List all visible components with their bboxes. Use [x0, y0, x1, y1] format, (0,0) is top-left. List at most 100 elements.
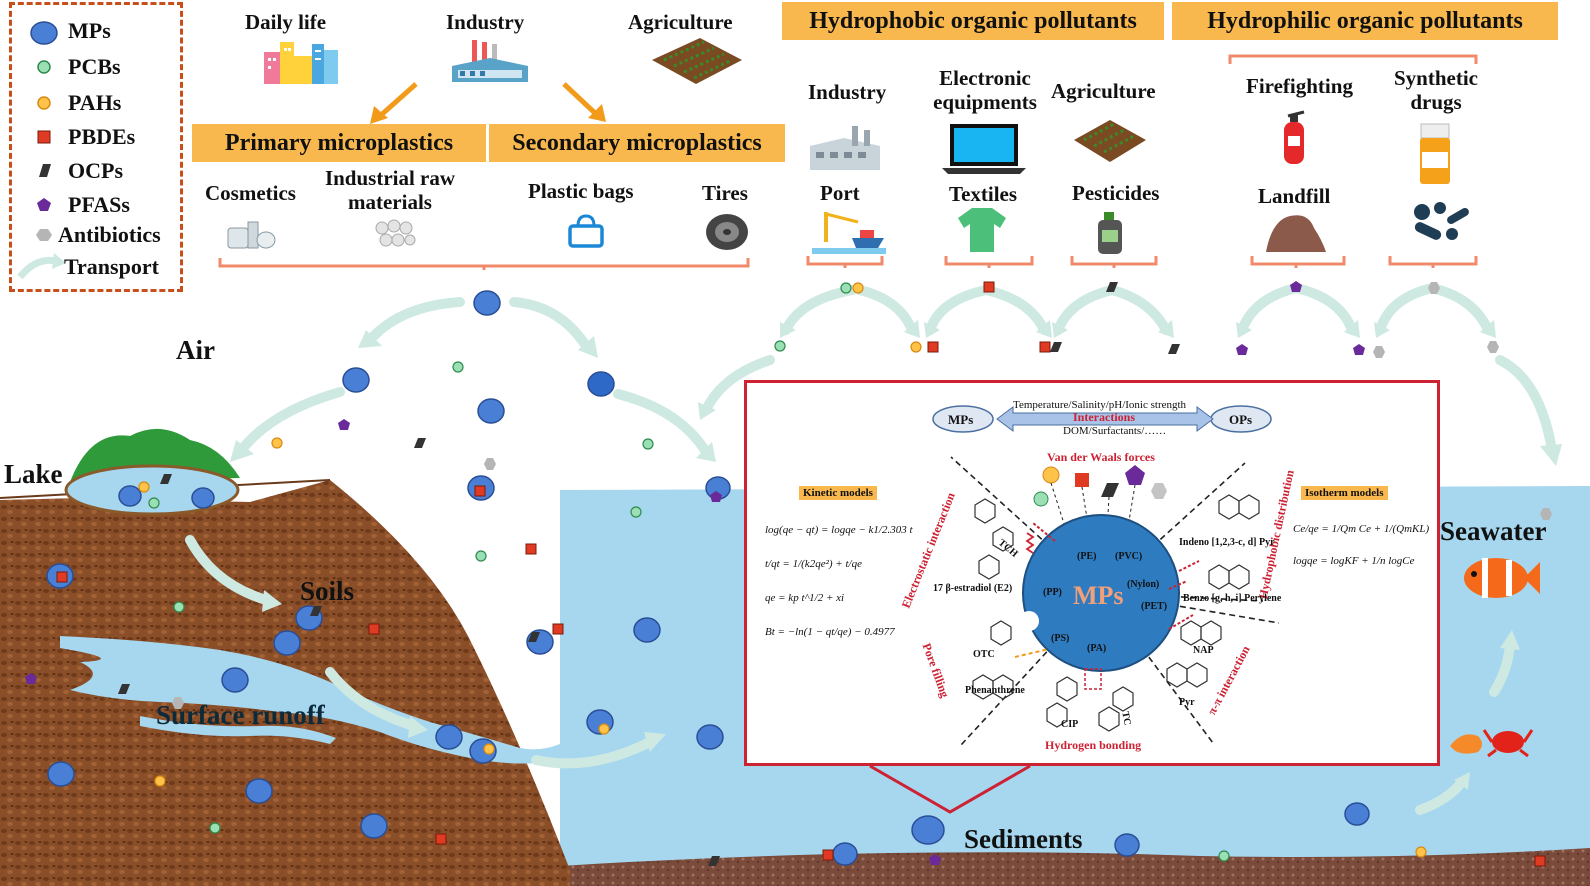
cosmetics-label: Cosmetics — [205, 181, 296, 205]
kinetic-models-label: Kinetic models — [799, 486, 877, 500]
legend-label: Transport — [64, 254, 159, 279]
hpo-agriculture-label: Agriculture — [1051, 79, 1156, 103]
polymer-pe: (PE) — [1077, 551, 1097, 562]
chem-phenanthrene: Phenanthrene — [965, 685, 1025, 696]
chem-e2: 17 β-estradiol (E2) — [933, 583, 1013, 594]
polymer-nylon: (Nylon) — [1127, 579, 1160, 590]
port-ship-icon — [812, 212, 886, 254]
legend-item-transport: Transport — [12, 251, 182, 281]
legend-item-pcbs: PCBs — [12, 51, 182, 81]
synthetic-drugs-label: Synthetic drugs — [1394, 66, 1478, 114]
legend-label: Antibiotics — [58, 222, 161, 247]
pellets-icon — [375, 219, 416, 247]
pesticide-bottle-icon — [1098, 212, 1122, 254]
hydrophobic-header: Hydrophobic organic pollutants — [782, 2, 1164, 40]
legend-item-pbdes: PBDEs — [12, 121, 182, 151]
interactions-label: Interactions — [1073, 410, 1135, 424]
textiles-label: Textiles — [949, 182, 1018, 206]
mps-center-label: MPs — [1073, 581, 1124, 610]
sediments-label: Sediments — [964, 824, 1083, 854]
air-label: Air — [176, 335, 215, 365]
industry-label: Industry — [446, 10, 525, 34]
mps-oval — [932, 405, 994, 433]
pesticides-label: Pesticides — [1072, 181, 1160, 205]
interaction-arrow — [996, 406, 1214, 432]
plastic-bag-icon — [568, 214, 604, 248]
daily-life-label: Daily life — [245, 10, 327, 34]
legend-label: PAHs — [68, 90, 122, 115]
isotherm-equations: Ce/qe = 1/Qm Ce + 1/(QmKL) logqe = logKF… — [1293, 513, 1429, 577]
lake-label: Lake — [4, 459, 63, 489]
chem-nap: NAP — [1193, 645, 1214, 656]
inset-mps-label: MPs — [948, 412, 974, 427]
farmland-icon — [652, 38, 742, 84]
legend-item-antibiotics: Antibiotics — [12, 219, 182, 249]
factory-icon — [452, 40, 528, 82]
hydrogen-bonding-label: Hydrogen bonding — [1045, 738, 1142, 752]
source-arrows — [370, 82, 606, 124]
polymer-pa: (PA) — [1087, 643, 1107, 654]
chem-cip: CIP — [1061, 719, 1079, 730]
legend-label: PFASs — [68, 192, 130, 217]
surface-runoff-label: Surface runoff — [156, 700, 325, 730]
chem-indeno-pyr: Indeno [1,2,3-c, d] Pyr — [1179, 537, 1275, 548]
sediment-layer — [560, 848, 1590, 886]
primary-secondary-bracket — [218, 258, 750, 270]
legend-box: MPs PCBs PAHs PBDEs OCPs PFASs Antibioti… — [9, 2, 183, 292]
pbde-particle-icon — [37, 130, 51, 144]
kinetic-eq-4: Bt = −ln(1 − qt/qe) − 0.4977 — [765, 626, 895, 638]
ocp-particle-icon — [39, 164, 51, 177]
legend-item-mps: MPs — [12, 15, 182, 45]
firefighting-label: Firefighting — [1246, 74, 1353, 98]
isotherm-models-label: Isotherm models — [1301, 486, 1388, 500]
legend-item-ocps: OCPs — [12, 155, 182, 185]
legend-item-pahs: PAHs — [12, 87, 182, 117]
chem-pyr: Pyr — [1179, 697, 1195, 708]
cosmetics-bottles-icon — [227, 221, 276, 249]
transport-arrow-icon — [17, 253, 66, 280]
legend-label: MPs — [68, 18, 111, 43]
hpo-industry-label: Industry — [808, 80, 887, 104]
shrimp-icon — [1450, 734, 1482, 754]
crab-icon — [1482, 729, 1534, 758]
landfill-label: Landfill — [1258, 184, 1331, 208]
surface-runoff-river — [60, 636, 560, 764]
legend-label: PBDEs — [68, 124, 136, 149]
tire-icon — [706, 214, 748, 250]
polymer-pp: (PP) — [1043, 587, 1062, 598]
isotherm-eq-1: Ce/qe = 1/Qm Ce + 1/(QmKL) — [1293, 523, 1430, 535]
legend-label: PCBs — [68, 54, 121, 79]
pill-bottle-icon — [1420, 123, 1450, 184]
t-shirt-icon — [958, 208, 1006, 252]
van-der-waals-label: Van der Waals forces — [1047, 450, 1155, 464]
chem-otc: OTC — [973, 649, 995, 660]
chem-tc: TC — [1119, 710, 1133, 727]
soils-label: Soils — [300, 576, 355, 606]
hpo-brackets — [806, 256, 1158, 268]
chem-benzo-perylene: Benzo [g, h, i] Perylene — [1183, 593, 1282, 604]
polymer-pet: (PET) — [1141, 601, 1168, 612]
pah-particle-icon — [37, 96, 51, 110]
hpi-brackets — [1250, 256, 1478, 268]
kinetic-eq-2: t/qt = 1/(k2qe²) + t/qe — [765, 558, 862, 570]
tires-label: Tires — [702, 181, 748, 205]
clownfish-icon — [1464, 558, 1540, 598]
fire-extinguisher-icon — [1284, 110, 1305, 164]
laptop-icon — [942, 124, 1026, 174]
seawater-label: Seawater — [1440, 516, 1547, 546]
interaction-mechanism-panel: Temperature/Salinity/pH/Ionic strength I… — [744, 380, 1440, 766]
plastic-bags-label: Plastic bags — [528, 179, 634, 203]
polymer-ps: (PS) — [1051, 633, 1070, 644]
port-label: Port — [820, 181, 860, 205]
factors-top: Temperature/Salinity/pH/Ionic strength — [1013, 399, 1187, 411]
kinetic-eq-1: log(qe − qt) = logqe − k1/2.303 t — [765, 524, 913, 536]
hpi-top-bracket — [1228, 54, 1478, 64]
kinetic-eq-3: qe = kp t^1/2 + xi — [765, 592, 845, 604]
inset-ops-label: OPs — [1229, 412, 1253, 427]
hpo-factory-icon — [810, 126, 880, 170]
antibiotic-particle-icon — [36, 229, 52, 241]
landfill-mound-icon — [1266, 215, 1326, 252]
mechanism-diagram — [932, 405, 1280, 746]
city-buildings-icon — [264, 42, 338, 84]
industrial-raw-materials-label: Industrial raw materials — [324, 166, 456, 214]
